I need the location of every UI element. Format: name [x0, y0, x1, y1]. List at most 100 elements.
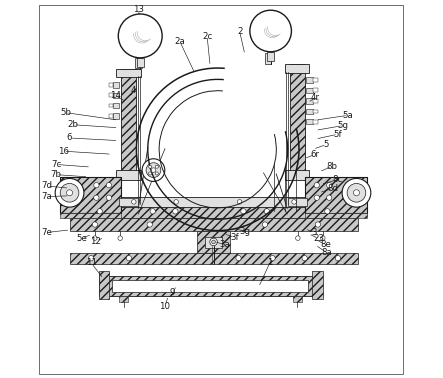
Text: 5: 5 [324, 140, 329, 149]
Circle shape [342, 178, 371, 207]
Text: 2a: 2a [175, 37, 185, 46]
Bar [113, 103, 120, 108]
Bar [305, 177, 367, 213]
Text: 6r: 6r [311, 150, 320, 159]
Text: 3: 3 [311, 228, 317, 237]
Circle shape [151, 168, 156, 172]
Circle shape [236, 256, 241, 261]
Text: 4r: 4r [311, 93, 320, 102]
Text: 3g: 3g [239, 227, 250, 236]
Circle shape [302, 256, 307, 261]
Circle shape [321, 236, 325, 240]
Circle shape [146, 163, 161, 178]
Text: 8c: 8c [333, 175, 343, 184]
Bar [313, 78, 318, 82]
Bar [120, 296, 128, 302]
Circle shape [92, 222, 97, 227]
Bar [61, 177, 121, 213]
Bar [290, 64, 305, 178]
Circle shape [155, 172, 158, 175]
Bar [293, 296, 302, 302]
Text: 2b: 2b [68, 120, 79, 129]
Text: 1: 1 [267, 258, 272, 267]
Text: 2c: 2c [202, 32, 212, 41]
Circle shape [212, 240, 215, 244]
Bar [109, 93, 113, 97]
Bar [205, 237, 222, 248]
Bar [70, 204, 358, 218]
Bar [113, 82, 120, 88]
Text: 23: 23 [314, 234, 325, 243]
Circle shape [60, 183, 79, 202]
Circle shape [354, 190, 359, 196]
Text: 5b: 5b [60, 108, 71, 117]
Circle shape [147, 222, 152, 227]
Circle shape [150, 209, 155, 214]
Circle shape [66, 190, 73, 196]
Circle shape [155, 165, 158, 168]
Circle shape [210, 238, 218, 246]
Text: 7b: 7b [51, 170, 62, 179]
Bar [313, 120, 318, 124]
Bar [312, 271, 323, 299]
Bar [313, 88, 318, 92]
Bar [99, 271, 109, 299]
Bar [313, 110, 318, 113]
Circle shape [262, 222, 268, 227]
Circle shape [89, 256, 94, 261]
Circle shape [118, 236, 122, 240]
Circle shape [326, 183, 332, 188]
Bar [288, 198, 307, 206]
Circle shape [148, 172, 152, 175]
Bar [306, 88, 313, 93]
Text: 5g: 5g [338, 121, 349, 130]
Circle shape [270, 256, 275, 261]
Circle shape [93, 236, 97, 240]
Bar [197, 231, 230, 253]
Circle shape [325, 209, 330, 214]
Bar [121, 69, 136, 178]
Text: 7c: 7c [51, 160, 61, 169]
Text: 5f: 5f [334, 130, 342, 139]
Circle shape [241, 209, 246, 214]
Bar [285, 170, 309, 180]
Text: 3f: 3f [230, 233, 239, 242]
Text: 9: 9 [170, 288, 175, 297]
Bar [121, 197, 307, 207]
Bar [113, 93, 120, 98]
Bar [61, 213, 121, 218]
Text: 16: 16 [58, 147, 69, 156]
Circle shape [295, 236, 300, 240]
Bar [305, 213, 367, 218]
Text: 13: 13 [133, 5, 144, 14]
Text: 5e: 5e [76, 234, 87, 243]
Bar [306, 119, 313, 124]
Circle shape [142, 159, 165, 181]
Text: 10: 10 [159, 302, 170, 311]
Circle shape [326, 195, 332, 200]
Circle shape [314, 183, 319, 188]
Bar [306, 77, 313, 83]
Text: 14: 14 [110, 91, 121, 100]
Bar [137, 58, 144, 67]
Circle shape [132, 200, 136, 204]
Circle shape [106, 195, 112, 200]
Circle shape [148, 165, 152, 168]
Bar [109, 114, 113, 118]
Text: 7d: 7d [41, 181, 52, 191]
Bar [109, 104, 113, 107]
Text: 3a: 3a [219, 240, 230, 249]
Circle shape [173, 209, 178, 214]
Circle shape [118, 14, 162, 58]
Circle shape [55, 178, 84, 207]
Bar [99, 276, 322, 296]
Text: 12: 12 [90, 237, 101, 246]
Bar [305, 177, 367, 213]
Bar [267, 52, 274, 61]
Bar [113, 113, 120, 119]
Bar [135, 58, 142, 68]
Circle shape [314, 195, 319, 200]
Text: 8b: 8b [326, 162, 338, 171]
Circle shape [94, 195, 99, 200]
Bar [112, 280, 308, 292]
